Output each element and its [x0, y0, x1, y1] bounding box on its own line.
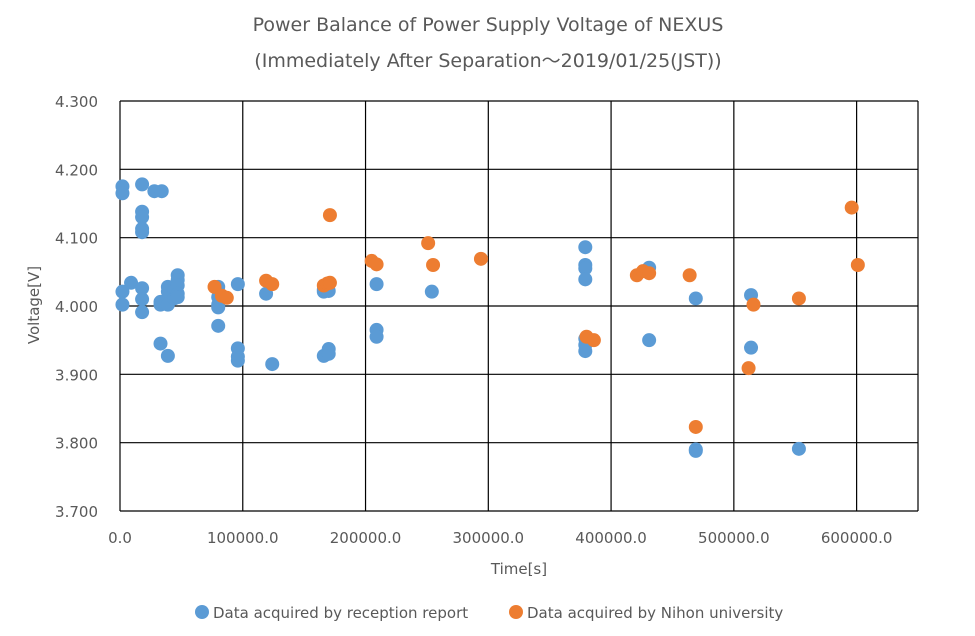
x-tick-label: 200000.0	[330, 529, 402, 547]
data-point	[115, 186, 130, 201]
data-point	[265, 357, 280, 372]
data-point	[473, 251, 488, 266]
y-tick-label: 4.100	[55, 230, 98, 248]
y-tick-label: 4.300	[55, 93, 98, 111]
data-point	[688, 443, 703, 458]
y-tick-label: 4.000	[55, 298, 98, 316]
data-point	[369, 277, 384, 292]
series-reception-report	[115, 177, 806, 458]
chart-title: Power Balance of Power Supply Voltage of…	[253, 14, 724, 36]
x-tick-label: 0.0	[108, 529, 132, 547]
data-point	[421, 236, 436, 251]
data-point	[688, 291, 703, 306]
data-point	[135, 225, 150, 240]
data-point	[741, 361, 756, 376]
legend-marker-reception	[195, 605, 209, 619]
data-point	[154, 184, 169, 199]
data-point	[135, 177, 150, 192]
data-point	[642, 333, 657, 348]
x-tick-label: 400000.0	[575, 529, 647, 547]
data-point	[321, 346, 336, 361]
data-point	[160, 348, 175, 363]
data-point	[265, 277, 280, 292]
data-point	[642, 266, 657, 281]
data-point	[219, 290, 234, 305]
data-point	[135, 305, 150, 320]
data-point	[844, 200, 859, 215]
data-point	[322, 208, 337, 223]
legend-label-nihon: Data acquired by Nihon university	[527, 604, 783, 622]
data-point	[682, 268, 697, 283]
y-tick-label: 3.700	[55, 503, 98, 521]
chart-subtitle: (Immediately After Separation～2019/01/25…	[254, 50, 721, 72]
data-point	[115, 284, 130, 299]
data-point	[124, 275, 139, 290]
data-point	[369, 257, 384, 272]
grid	[119, 100, 919, 512]
y-axis-label: Voltage[V]	[25, 266, 43, 344]
legend-marker-nihon	[509, 605, 523, 619]
data-point	[744, 340, 759, 355]
y-tick-label: 3.800	[55, 435, 98, 453]
legend-label-reception: Data acquired by reception report	[213, 604, 468, 622]
series-nihon-university	[207, 200, 865, 434]
tick-labels: 3.700 3.800 3.900 4.000 4.100 4.200 4.300 0.0 10…	[55, 93, 892, 547]
legend: Data acquired by reception report Data a…	[195, 604, 783, 622]
data-point	[578, 272, 593, 287]
y-tick-label: 3.900	[55, 366, 98, 384]
y-tick-label: 4.200	[55, 161, 98, 179]
data-point	[578, 261, 593, 276]
x-tick-label: 600000.0	[821, 529, 893, 547]
data-point	[791, 441, 806, 456]
data-point	[426, 258, 441, 272]
data-point	[424, 284, 439, 299]
x-tick-label: 500000.0	[698, 529, 770, 547]
data-point	[115, 297, 130, 312]
data-point	[211, 300, 226, 315]
data-point	[322, 275, 337, 290]
data-point	[791, 291, 806, 306]
x-tick-label: 300000.0	[453, 529, 525, 547]
data-point	[578, 240, 593, 255]
data-point	[230, 277, 245, 292]
data-point	[578, 344, 593, 359]
data-point	[230, 353, 245, 368]
data-point	[688, 419, 703, 434]
data-point	[135, 210, 150, 225]
data-point	[586, 333, 601, 348]
data-point	[153, 336, 168, 351]
data-point	[211, 318, 226, 333]
data-points	[115, 177, 865, 458]
data-point	[369, 329, 384, 344]
data-point	[170, 290, 185, 305]
data-point	[135, 292, 150, 307]
x-axis-label: Time[s]	[490, 560, 547, 578]
data-point	[135, 281, 150, 296]
x-tick-label: 100000.0	[207, 529, 279, 547]
data-point	[850, 258, 865, 272]
data-point	[746, 297, 761, 312]
